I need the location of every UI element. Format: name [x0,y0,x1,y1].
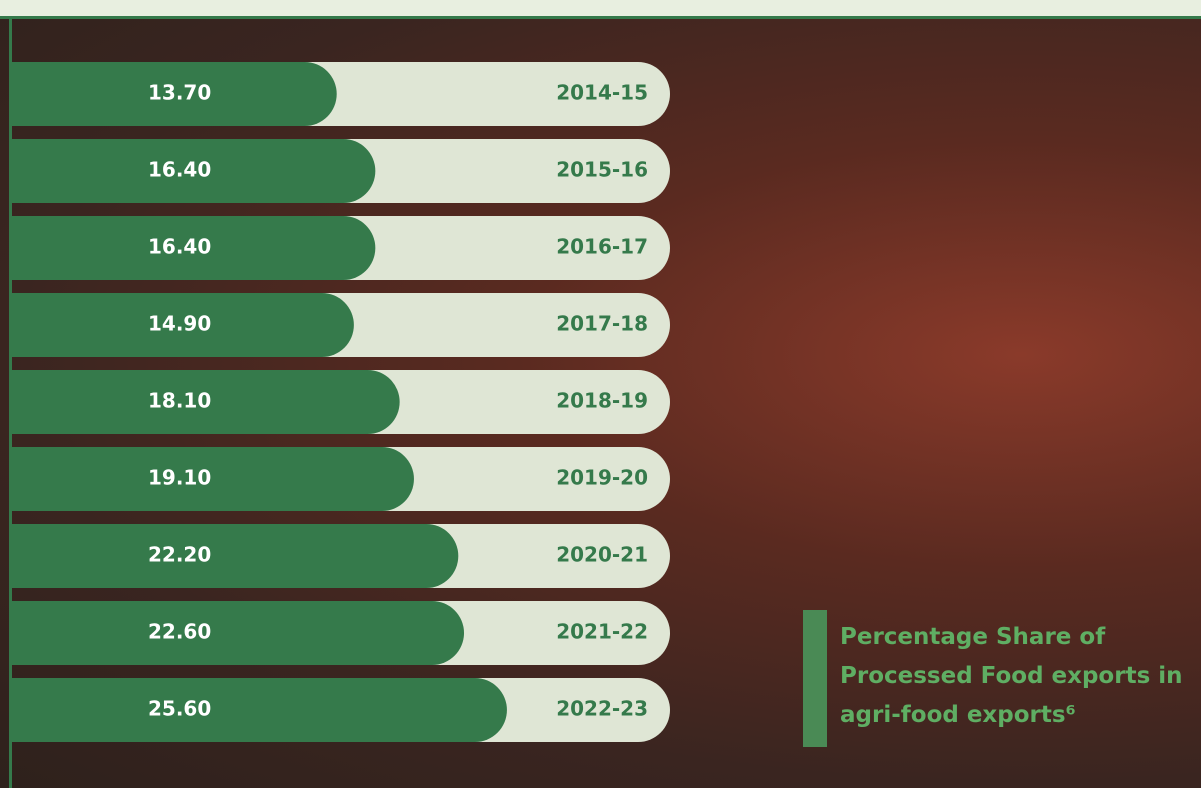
value-label: 22.60 [148,620,211,644]
value-label: 18.10 [148,389,211,413]
page: 13.70 2014-15 16.40 2015-16 16.40 2016-17 14.9… [0,0,1201,788]
value-label: 13.70 [148,81,211,105]
title-accent [803,610,827,747]
category-label: 2019-20 [556,466,648,490]
bar [12,447,414,511]
value-label: 25.60 [148,697,211,721]
bar [12,601,464,665]
category-label: 2015-16 [556,158,648,182]
category-label: 2016-17 [556,235,648,259]
chart-title: Percentage Share of Processed Food expor… [840,618,1200,735]
bar [12,678,507,742]
value-label: 16.40 [148,158,211,182]
category-label: 2021-22 [556,620,648,644]
category-label: 2018-19 [556,389,648,413]
category-label: 2014-15 [556,81,648,105]
value-label: 22.20 [148,543,211,567]
bar [12,524,458,588]
category-label: 2020-21 [556,543,648,567]
category-label: 2022-23 [556,697,648,721]
value-label: 19.10 [148,466,211,490]
value-label: 16.40 [148,235,211,259]
value-label: 14.90 [148,312,211,336]
category-label: 2017-18 [556,312,648,336]
